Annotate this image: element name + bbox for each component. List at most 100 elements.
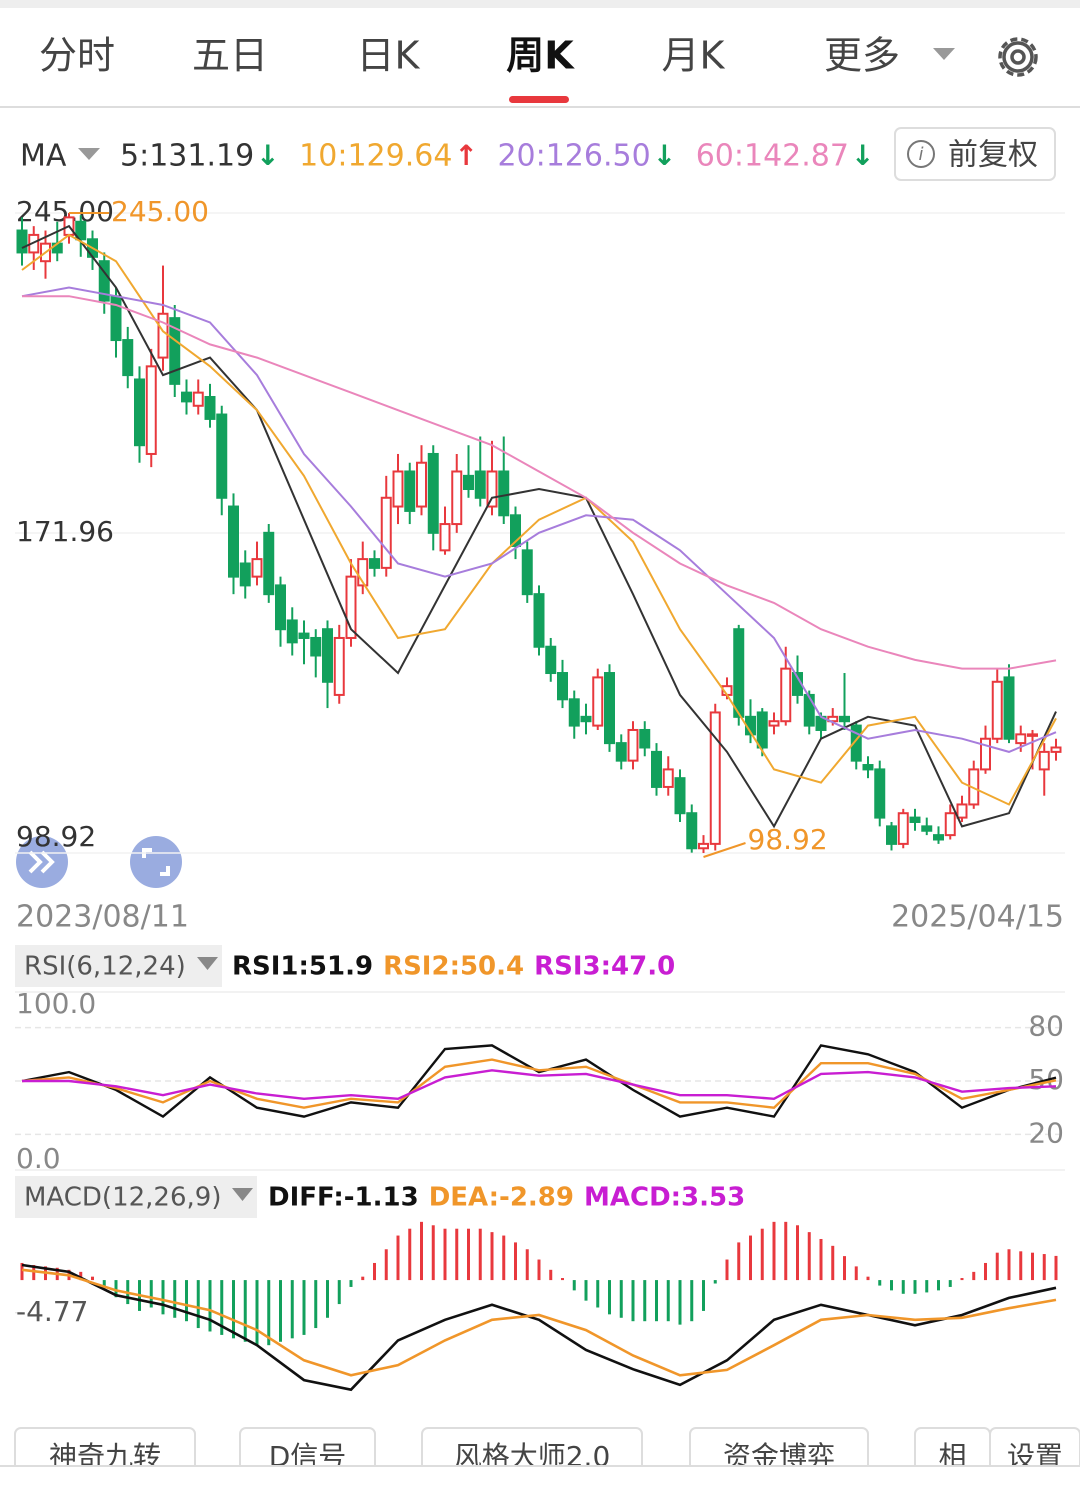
indicator-line [21, 1044, 1057, 1119]
x-date-label: 2023/08/11 [16, 900, 189, 935]
macd-bar [314, 1280, 318, 1329]
chevrons [28, 850, 55, 874]
tab[interactable]: 日K [357, 34, 421, 78]
dropdown-arrow [933, 48, 955, 60]
legend-value: DIFF:-1.13 [268, 1183, 419, 1213]
indicator-box[interactable] [15, 945, 222, 987]
candle-body [651, 750, 662, 788]
ma-trend-arrow: ↓ [256, 139, 279, 172]
candle-body [498, 470, 510, 517]
indicator-line [22, 295, 1057, 670]
indicator-line [21, 1263, 1057, 1392]
macd-bar [972, 1271, 976, 1281]
ma-trend-arrow: ↓ [851, 139, 874, 172]
adjust-button[interactable] [894, 127, 1056, 181]
macd-bar [760, 1228, 764, 1281]
indicator-box[interactable] [15, 1176, 257, 1218]
macd-bar [572, 1280, 576, 1291]
candle-body [451, 470, 463, 526]
status-strip [0, 0, 1080, 8]
macd-bar [243, 1280, 247, 1342]
candle-body [1050, 746, 1062, 753]
macd-bar [420, 1221, 423, 1281]
candle-body [897, 812, 909, 845]
candle-body [592, 676, 604, 727]
indicator-line [21, 233, 1057, 806]
candle-body [427, 452, 439, 534]
candle-body [333, 636, 345, 696]
candle-body [662, 768, 674, 788]
candle-body [510, 514, 521, 547]
macd-bar [161, 1280, 165, 1315]
candle-body [991, 680, 1003, 740]
ma-trend-arrow: ↓ [653, 139, 676, 172]
tab-underline [509, 96, 569, 103]
macd-bar [1031, 1252, 1034, 1281]
fullscreen-button[interactable] [130, 836, 182, 888]
macd-bar [196, 1280, 200, 1329]
settings-icon[interactable] [998, 37, 1038, 77]
macd-bar [878, 1280, 882, 1286]
candle-body [239, 562, 251, 587]
candle-body [768, 720, 780, 727]
tab[interactable]: 更多 [824, 34, 900, 78]
macd-bar [854, 1266, 858, 1281]
candle-body [580, 715, 592, 723]
macd-bar [208, 1280, 212, 1332]
macd-bar [384, 1249, 388, 1281]
macd-bar [102, 1280, 106, 1287]
macd-bar [537, 1259, 541, 1281]
candle-body [145, 365, 157, 455]
indicator-name[interactable]: MA [20, 139, 67, 174]
candle-body [980, 737, 991, 771]
dropdown-arrow [78, 148, 100, 160]
candle-body [521, 549, 533, 596]
candle-body [839, 715, 850, 723]
candle-body [639, 728, 651, 749]
y-tick-label: 98.92 [16, 820, 96, 853]
macd-bar [913, 1280, 917, 1294]
tab[interactable]: 月K [662, 34, 726, 78]
macd-bar [655, 1280, 658, 1322]
tab[interactable]: 五日 [192, 34, 268, 78]
candle-body [921, 825, 933, 832]
macd-bar [984, 1262, 987, 1281]
candle-body [756, 711, 768, 749]
candle-body [345, 575, 357, 639]
candle-body [474, 470, 486, 499]
macd-bar [819, 1238, 823, 1281]
macd-bar [467, 1228, 470, 1281]
candle-body [263, 531, 275, 596]
macd-bar [890, 1280, 893, 1291]
macd-bar [561, 1278, 564, 1281]
candle-body [1038, 750, 1050, 771]
indicator-title: RSI(6,12,24) [24, 952, 186, 982]
macd-bar [784, 1221, 788, 1281]
bottom-bar [0, 1466, 1080, 1502]
candle-body [803, 693, 815, 727]
macd-bar [220, 1280, 224, 1335]
macd-bar [279, 1280, 282, 1342]
macd-bar [807, 1232, 811, 1281]
candle-body [944, 812, 956, 837]
candle-body [733, 628, 745, 718]
candle-body [369, 558, 380, 569]
adjust-label: 前复权 [948, 138, 1038, 173]
info-icon [907, 140, 935, 168]
tab[interactable]: 分时 [39, 34, 115, 78]
macd-bar [995, 1252, 999, 1281]
overlay-icons [16, 836, 182, 888]
tab-active[interactable]: 周K [506, 34, 575, 78]
candle-body [134, 378, 145, 447]
macd-bar [1007, 1249, 1011, 1281]
macd-bar [114, 1280, 118, 1298]
y-tick-label: -4.77 [16, 1295, 88, 1328]
macd-bar [749, 1235, 752, 1281]
candle-body [416, 461, 427, 508]
macd-bar [514, 1242, 517, 1281]
candle-body [380, 496, 392, 569]
macd-bar [396, 1235, 400, 1281]
y-tick-label: 0.0 [16, 1142, 61, 1175]
legend-value: DEA:-2.89 [429, 1183, 574, 1213]
